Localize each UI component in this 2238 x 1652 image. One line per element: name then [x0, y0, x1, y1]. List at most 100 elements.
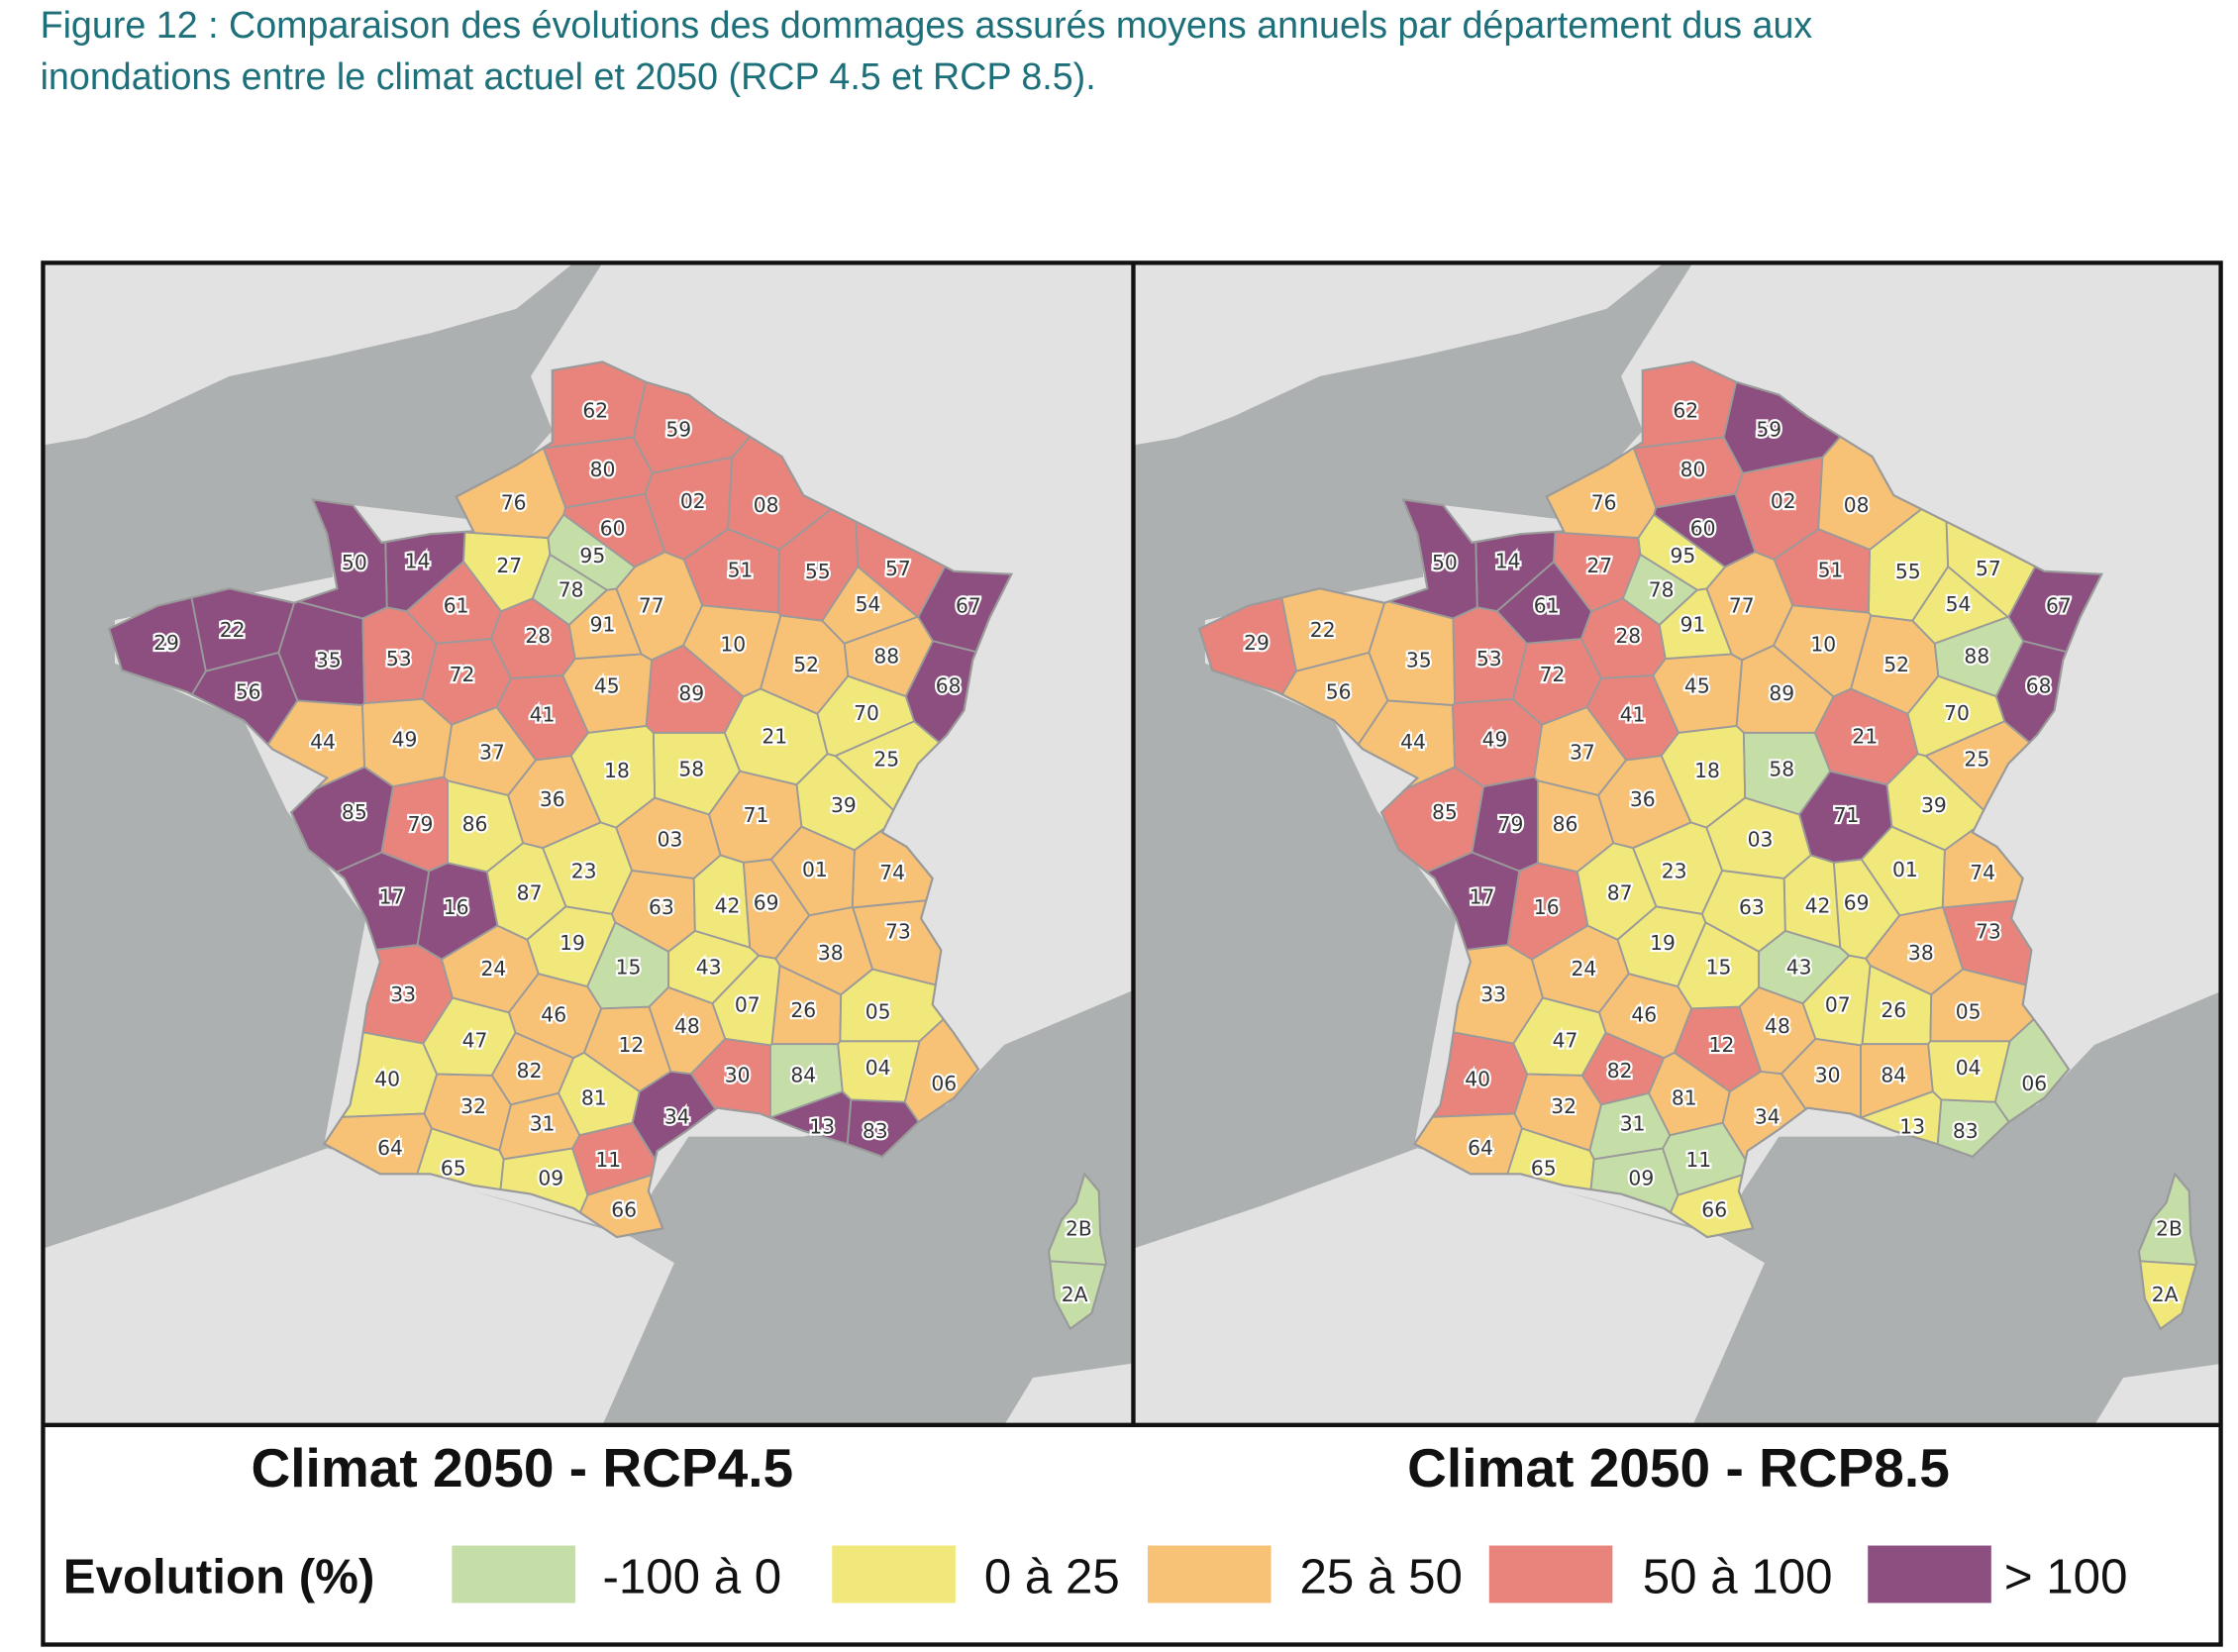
department-label-81: 81	[581, 1085, 607, 1109]
department-label-53: 53	[1476, 647, 1502, 671]
ligurian-sea	[2094, 1033, 2223, 1205]
department-07[interactable]	[1801, 954, 1872, 1047]
department-label-27: 27	[1586, 554, 1612, 577]
department-label-13: 13	[1899, 1114, 1925, 1138]
department-87[interactable]	[485, 842, 567, 941]
department-88[interactable]	[843, 615, 935, 698]
department-label-07: 07	[735, 992, 761, 1016]
department-label-48: 48	[674, 1014, 700, 1038]
department-label-52: 52	[793, 653, 819, 676]
sardinia-land	[1004, 1363, 1133, 1424]
department-label-66: 66	[1701, 1197, 1727, 1221]
department-03[interactable]	[1705, 796, 1812, 879]
department-label-36: 36	[540, 787, 565, 811]
department-label-83: 83	[863, 1119, 888, 1143]
department-07[interactable]	[711, 954, 781, 1047]
department-label-74: 74	[879, 861, 905, 884]
department-label-88: 88	[873, 644, 899, 668]
department-label-54: 54	[856, 592, 881, 616]
department-label-65: 65	[441, 1156, 466, 1180]
department-label-39: 39	[831, 793, 857, 817]
department-label-68: 68	[2026, 674, 2052, 698]
department-label-87: 87	[1607, 880, 1633, 904]
department-label-33: 33	[390, 982, 416, 1006]
department-label-23: 23	[571, 860, 597, 883]
department-label-84: 84	[1881, 1063, 1906, 1086]
department-label-47: 47	[462, 1029, 488, 1053]
legend-label-50-100: 50 à 100	[1643, 1549, 1833, 1603]
department-label-91: 91	[1680, 612, 1706, 636]
department-label-73: 73	[1976, 919, 2001, 943]
ligurian-sea	[1004, 1033, 1133, 1205]
department-label-07: 07	[1825, 992, 1851, 1016]
france-outline	[1197, 361, 2198, 1331]
department-label-80: 80	[590, 458, 616, 481]
department-95[interactable]	[1637, 513, 1727, 591]
department-label-39: 39	[1921, 793, 1947, 817]
department-label-46: 46	[1631, 1002, 1657, 1026]
department-91[interactable]	[567, 587, 643, 661]
department-label-55: 55	[1895, 560, 1921, 583]
department-label-87: 87	[517, 880, 543, 904]
legend-label-0-25: 0 à 25	[984, 1549, 1120, 1603]
department-label-80: 80	[1680, 458, 1706, 481]
department-label-71: 71	[1834, 803, 1860, 827]
department-label-58: 58	[1769, 758, 1794, 781]
department-95[interactable]	[547, 513, 637, 591]
department-89[interactable]	[1735, 644, 1835, 734]
department-label-01: 01	[802, 858, 828, 881]
department-82[interactable]	[490, 1031, 575, 1106]
department-label-12: 12	[619, 1033, 645, 1057]
department-80[interactable]	[1632, 436, 1744, 509]
department-89[interactable]	[645, 644, 745, 734]
department-91[interactable]	[1658, 587, 1733, 661]
department-label-76: 76	[1591, 490, 1617, 514]
department-label-32: 32	[1551, 1094, 1577, 1118]
department-label-27: 27	[496, 554, 522, 577]
department-label-06: 06	[2021, 1072, 2047, 1095]
department-label-51: 51	[1818, 558, 1844, 581]
department-label-15: 15	[616, 956, 642, 980]
department-label-05: 05	[1956, 1000, 1982, 1024]
department-80[interactable]	[542, 436, 654, 509]
department-label-02: 02	[1771, 489, 1796, 513]
department-82[interactable]	[1580, 1031, 1666, 1106]
legend-label-neg: -100 à 0	[602, 1549, 781, 1603]
department-label-37: 37	[1570, 740, 1595, 764]
department-label-61: 61	[1534, 594, 1560, 618]
department-label-19: 19	[560, 931, 585, 955]
department-label-69: 69	[754, 890, 779, 914]
department-label-95: 95	[579, 544, 605, 568]
department-label-25: 25	[873, 748, 899, 772]
department-61[interactable]	[1495, 560, 1593, 645]
department-label-49: 49	[1482, 727, 1508, 751]
department-61[interactable]	[405, 560, 503, 645]
department-label-26: 26	[1881, 998, 1906, 1022]
department-label-21: 21	[1852, 724, 1878, 748]
department-label-38: 38	[818, 941, 844, 965]
department-label-62: 62	[582, 399, 608, 423]
department-label-71: 71	[744, 803, 769, 827]
department-88[interactable]	[1933, 615, 2025, 698]
department-label-58: 58	[678, 758, 704, 781]
uk-land	[44, 263, 572, 446]
sardinia-land	[2095, 1363, 2223, 1424]
department-label-57: 57	[885, 557, 911, 580]
department-label-41: 41	[530, 703, 556, 727]
department-72[interactable]	[421, 638, 513, 726]
department-label-09: 09	[538, 1167, 563, 1190]
legend-swatch-50-100	[1488, 1545, 1613, 1603]
department-01[interactable]	[769, 825, 856, 917]
department-03[interactable]	[615, 796, 722, 879]
department-label-2B: 2B	[2156, 1216, 2183, 1240]
legend-swatch-25-50	[1147, 1545, 1272, 1603]
department-label-70: 70	[1944, 701, 1970, 725]
department-01[interactable]	[1860, 825, 1946, 917]
department-label-81: 81	[1672, 1085, 1697, 1109]
department-72[interactable]	[1511, 638, 1603, 726]
department-label-45: 45	[594, 674, 620, 698]
department-label-66: 66	[611, 1197, 637, 1221]
department-label-83: 83	[1953, 1119, 1979, 1143]
department-label-16: 16	[1534, 895, 1560, 919]
department-87[interactable]	[1576, 842, 1658, 941]
